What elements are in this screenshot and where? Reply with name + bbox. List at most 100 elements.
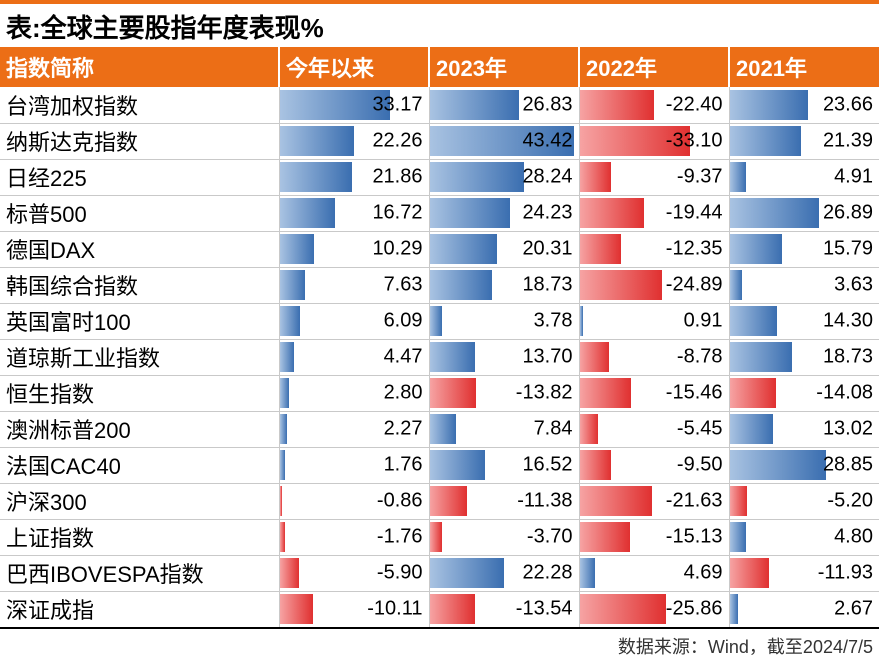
value-text: 21.86	[372, 166, 422, 189]
table-row: 英国富时1006.093.780.9114.30	[0, 303, 879, 339]
value-text: -10.11	[367, 598, 422, 621]
value-text: 7.84	[534, 418, 573, 441]
value-cell: -24.89	[579, 267, 729, 303]
value-text: 10.29	[372, 238, 422, 261]
positive-bar	[730, 162, 746, 192]
value-cell: -25.86	[579, 591, 729, 627]
negative-bar	[580, 198, 645, 228]
positive-bar	[280, 342, 295, 372]
value-text: 33.17	[372, 93, 422, 116]
positive-bar	[430, 162, 524, 192]
value-cell: -15.46	[579, 375, 729, 411]
negative-bar	[430, 522, 442, 552]
value-cell: 24.23	[429, 195, 579, 231]
value-cell: -8.78	[579, 339, 729, 375]
table-row: 恒生指数2.80-13.82-15.46-14.08	[0, 375, 879, 411]
value-cell: -11.38	[429, 483, 579, 519]
value-text: 6.09	[384, 310, 423, 333]
value-text: -5.45	[677, 418, 723, 441]
value-text: -9.37	[677, 166, 723, 189]
index-name: 韩国综合指数	[0, 267, 279, 303]
value-cell: -13.54	[429, 591, 579, 627]
value-text: 18.73	[823, 346, 873, 369]
positive-bar	[430, 342, 476, 372]
table-container: 表:全球主要股指年度表现% 指数简称 今年以来 2023年 2022年 2021…	[0, 0, 879, 665]
table-row: 上证指数-1.76-3.70-15.134.80	[0, 519, 879, 555]
positive-bar	[730, 270, 742, 300]
value-cell: -10.11	[279, 591, 429, 627]
negative-bar	[580, 594, 666, 624]
index-name: 深证成指	[0, 591, 279, 627]
value-cell: -21.63	[579, 483, 729, 519]
negative-bar	[430, 378, 476, 408]
value-cell: 26.83	[429, 87, 579, 123]
value-cell: 2.27	[279, 411, 429, 447]
negative-bar	[580, 90, 655, 120]
value-text: -19.44	[666, 202, 723, 225]
positive-bar	[280, 450, 286, 480]
negative-bar	[580, 450, 612, 480]
value-cell: 0.91	[579, 303, 729, 339]
negative-bar	[730, 558, 770, 588]
value-cell: -1.76	[279, 519, 429, 555]
negative-bar	[730, 378, 777, 408]
value-cell: 2.67	[729, 591, 879, 627]
value-text: 3.78	[534, 310, 573, 333]
positive-bar	[280, 198, 336, 228]
value-cell: 28.24	[429, 159, 579, 195]
value-cell: 3.78	[429, 303, 579, 339]
value-text: 23.66	[823, 93, 873, 116]
negative-bar	[580, 342, 609, 372]
value-cell: -11.93	[729, 555, 879, 591]
value-text: 4.69	[684, 562, 723, 585]
col-header-2021: 2021年	[729, 47, 879, 87]
value-cell: 15.79	[729, 231, 879, 267]
index-name: 道琼斯工业指数	[0, 339, 279, 375]
index-name: 法国CAC40	[0, 447, 279, 483]
value-cell: 18.73	[729, 339, 879, 375]
value-text: -13.54	[516, 598, 573, 621]
positive-bar	[730, 342, 792, 372]
value-cell: -9.50	[579, 447, 729, 483]
value-text: -5.20	[827, 490, 873, 513]
value-text: 2.67	[834, 598, 873, 621]
table-row: 巴西IBOVESPA指数-5.9022.284.69-11.93	[0, 555, 879, 591]
value-cell: -0.86	[279, 483, 429, 519]
negative-bar	[580, 234, 621, 264]
value-cell: -22.40	[579, 87, 729, 123]
index-name: 德国DAX	[0, 231, 279, 267]
value-text: 1.76	[384, 454, 423, 477]
value-cell: 7.84	[429, 411, 579, 447]
value-cell: 4.47	[279, 339, 429, 375]
positive-bar	[580, 558, 596, 588]
value-cell: 21.86	[279, 159, 429, 195]
value-text: 22.26	[372, 130, 422, 153]
negative-bar	[730, 486, 747, 516]
value-cell: -14.08	[729, 375, 879, 411]
positive-bar	[430, 306, 443, 336]
value-cell: 21.39	[729, 123, 879, 159]
value-cell: 16.72	[279, 195, 429, 231]
value-text: 2.80	[384, 382, 423, 405]
value-cell: -5.90	[279, 555, 429, 591]
value-text: -9.50	[677, 454, 723, 477]
value-cell: -9.37	[579, 159, 729, 195]
value-cell: 10.29	[279, 231, 429, 267]
value-cell: 22.28	[429, 555, 579, 591]
value-text: -11.38	[517, 490, 572, 513]
value-cell: 2.80	[279, 375, 429, 411]
value-text: 14.30	[823, 310, 873, 333]
positive-bar	[280, 306, 300, 336]
positive-bar	[730, 126, 801, 156]
index-name: 恒生指数	[0, 375, 279, 411]
value-text: -21.63	[666, 490, 723, 513]
value-cell: 13.70	[429, 339, 579, 375]
value-cell: 14.30	[729, 303, 879, 339]
value-text: -22.40	[666, 93, 723, 116]
value-text: 16.52	[522, 454, 572, 477]
value-text: 15.79	[823, 238, 873, 261]
value-cell: 16.52	[429, 447, 579, 483]
value-cell: -33.10	[579, 123, 729, 159]
value-text: -0.86	[377, 490, 423, 513]
value-text: 26.83	[522, 93, 572, 116]
